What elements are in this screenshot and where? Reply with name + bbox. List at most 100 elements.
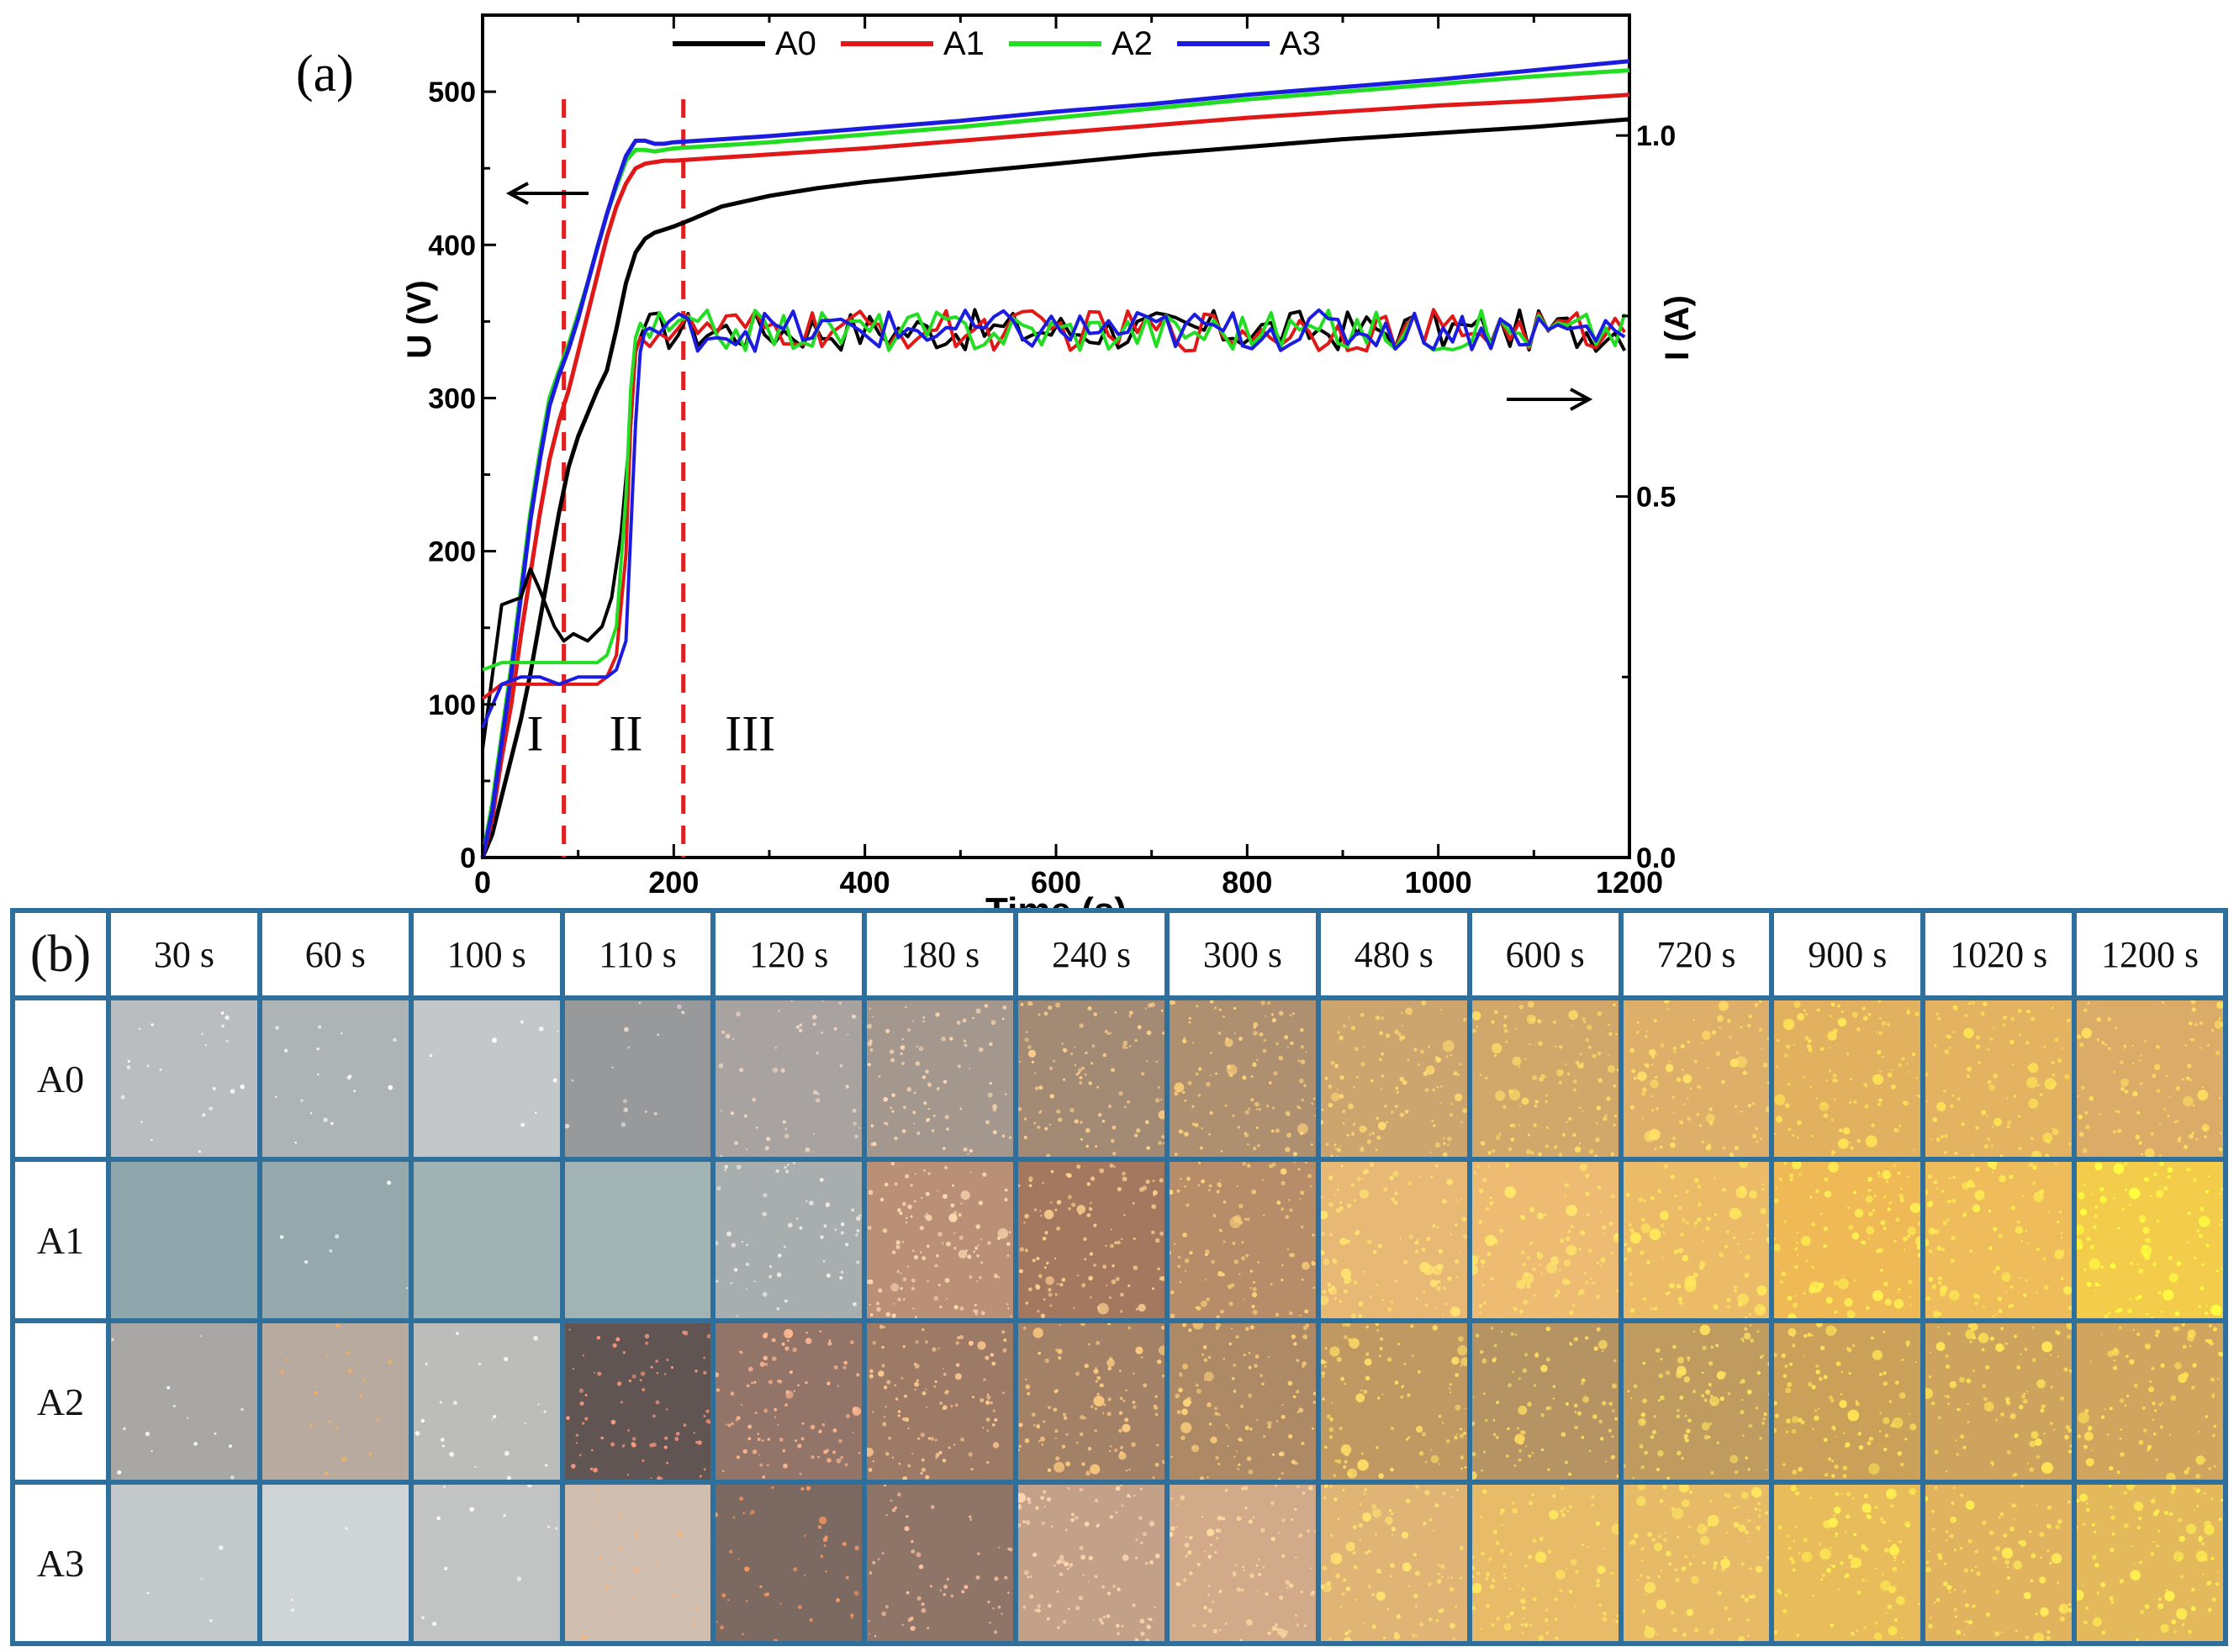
spark-dot bbox=[1439, 1564, 1445, 1570]
spark-dot bbox=[953, 1246, 958, 1250]
x-axis-label: Time (s) bbox=[985, 890, 1127, 908]
spark-dot bbox=[854, 1134, 859, 1139]
spark-dot bbox=[1122, 1554, 1129, 1561]
spark-dot bbox=[1301, 1098, 1305, 1102]
spark-dot bbox=[2217, 1377, 2220, 1380]
spark-dot bbox=[1593, 1346, 1598, 1351]
spark-dot bbox=[973, 1250, 976, 1253]
spark-dot bbox=[2165, 1589, 2168, 1591]
spark-dot bbox=[1350, 1183, 1354, 1187]
spark-dot bbox=[1335, 1573, 1341, 1579]
spark-dot bbox=[1830, 1015, 1833, 1017]
spark-dot bbox=[1132, 1201, 1135, 1205]
current-line-A0 bbox=[481, 308, 1627, 750]
spark-dot bbox=[1931, 1401, 1935, 1406]
spark-dot bbox=[1708, 1107, 1713, 1111]
spark-dot bbox=[716, 1280, 719, 1283]
spark-dot bbox=[455, 1332, 459, 1335]
spark-dot bbox=[1842, 1275, 1846, 1277]
spark-dot bbox=[1856, 1138, 1861, 1143]
spark-dot bbox=[1883, 1447, 1888, 1452]
spark-dot bbox=[881, 1345, 885, 1349]
spark-dot bbox=[575, 1433, 578, 1437]
spark-dot bbox=[1020, 1003, 1024, 1006]
spark-dot bbox=[1834, 1098, 1837, 1100]
spark-dot bbox=[1935, 1012, 1940, 1016]
spark-dot bbox=[340, 1032, 343, 1035]
spark-dot bbox=[1946, 1395, 1950, 1399]
spark-dot bbox=[946, 1297, 948, 1300]
spark-dot bbox=[1449, 1586, 1455, 1592]
spark-dot bbox=[1608, 1053, 1610, 1056]
spark-dot bbox=[1005, 1188, 1008, 1192]
spark-dot bbox=[1117, 1240, 1122, 1245]
spark-dot bbox=[1417, 1370, 1421, 1374]
spark-dot bbox=[1616, 1614, 1619, 1618]
spark-dot bbox=[1995, 1590, 2000, 1594]
spark-dot bbox=[1839, 1128, 1844, 1133]
spark-dot bbox=[834, 1365, 839, 1370]
spark-dot bbox=[2113, 1197, 2115, 1200]
spark-dot bbox=[1037, 1604, 1042, 1608]
spark-dot bbox=[944, 1115, 949, 1120]
spark-dot bbox=[1436, 1226, 1439, 1229]
spark-dot bbox=[1307, 1529, 1310, 1533]
spark-dot bbox=[1189, 1571, 1193, 1575]
spark-dot bbox=[1907, 1175, 1909, 1178]
spark-dot bbox=[923, 1169, 927, 1172]
spark-dot bbox=[1851, 1631, 1854, 1634]
spark-dot bbox=[1706, 1217, 1711, 1222]
spark-dot bbox=[890, 1058, 895, 1063]
spark-dot bbox=[1999, 1154, 2004, 1157]
spark-dot bbox=[637, 1001, 641, 1005]
spark-dot bbox=[597, 1555, 602, 1560]
spark-dot bbox=[1935, 1187, 1939, 1190]
spark-dot bbox=[1018, 1523, 1022, 1528]
spark-dot bbox=[1064, 1528, 1069, 1532]
photo-glow bbox=[1018, 1485, 1164, 1641]
spark-dot bbox=[1575, 1060, 1580, 1066]
spark-dot bbox=[813, 1132, 816, 1135]
spark-dot bbox=[1761, 1183, 1764, 1186]
spark-dot bbox=[2124, 1162, 2128, 1166]
spark-dot bbox=[1641, 1398, 1647, 1404]
spark-dot bbox=[1155, 1060, 1159, 1064]
spark-dot bbox=[1481, 1358, 1487, 1364]
spark-dot bbox=[150, 1023, 154, 1027]
spark-dot bbox=[653, 1111, 657, 1116]
spark-dot bbox=[1995, 1418, 1999, 1422]
spark-dot bbox=[1288, 1199, 1291, 1201]
spark-dot bbox=[166, 1385, 171, 1390]
spark-dot bbox=[1366, 1139, 1371, 1144]
spark-dot bbox=[988, 1092, 993, 1098]
spark-dot bbox=[756, 1126, 759, 1129]
spark-dot bbox=[578, 1454, 582, 1457]
spark-dot bbox=[1137, 1025, 1142, 1030]
spark-dot bbox=[503, 1514, 506, 1517]
spark-dot bbox=[1701, 1394, 1704, 1397]
spark-dot bbox=[2026, 1009, 2031, 1014]
spark-dot bbox=[1570, 1224, 1574, 1228]
spark-dot bbox=[1022, 1605, 1027, 1609]
spark-dot bbox=[656, 1372, 658, 1375]
spark-dot bbox=[526, 1485, 532, 1488]
spark-dot bbox=[1640, 1077, 1642, 1080]
spark-dot bbox=[1201, 1301, 1207, 1307]
spark-dot bbox=[1119, 1396, 1123, 1401]
spark-dot bbox=[538, 1027, 544, 1032]
spark-dot bbox=[1441, 1491, 1446, 1496]
spark-dot bbox=[1835, 1491, 1840, 1496]
spark-dot bbox=[1257, 1590, 1259, 1592]
spark-dot bbox=[1191, 1122, 1195, 1126]
spark-dot bbox=[1135, 1307, 1139, 1311]
spark-dot bbox=[1855, 1208, 1864, 1218]
spark-dot bbox=[1212, 1214, 1217, 1217]
spark-dot bbox=[2109, 1407, 2113, 1411]
spark-dot bbox=[1998, 1233, 2004, 1238]
sample-photo bbox=[1774, 1000, 1921, 1157]
spark-dot bbox=[1323, 1445, 1328, 1449]
spark-dot bbox=[1151, 1204, 1157, 1210]
spark-dot bbox=[1808, 1381, 1813, 1387]
spark-dot bbox=[1512, 1502, 1515, 1505]
spark-dot bbox=[2025, 1041, 2030, 1045]
